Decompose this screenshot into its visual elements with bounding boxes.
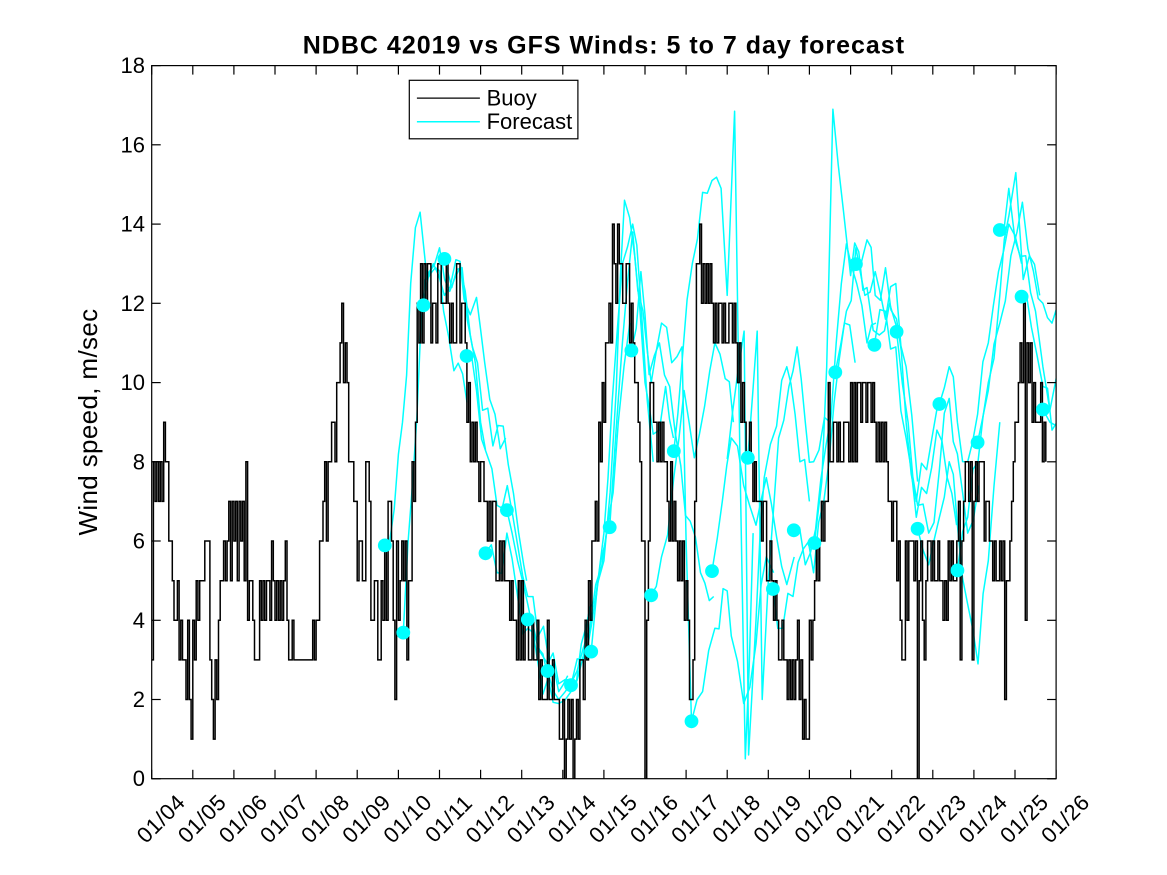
svg-text:6: 6	[133, 529, 145, 554]
svg-text:14: 14	[121, 212, 145, 237]
svg-text:NDBC 42019 vs GFS Winds: 5 to: NDBC 42019 vs GFS Winds: 5 to 7 day fore…	[303, 32, 905, 60]
svg-text:10: 10	[121, 370, 145, 395]
svg-text:8: 8	[133, 449, 145, 474]
svg-text:Buoy: Buoy	[487, 86, 537, 111]
svg-text:4: 4	[133, 608, 145, 633]
svg-text:Wind speed, m/sec: Wind speed, m/sec	[73, 308, 103, 535]
svg-text:2: 2	[133, 687, 145, 712]
svg-text:12: 12	[121, 291, 145, 316]
svg-text:16: 16	[121, 132, 145, 157]
svg-text:Forecast: Forecast	[487, 109, 573, 134]
svg-text:0: 0	[133, 766, 145, 791]
svg-text:18: 18	[121, 53, 145, 78]
